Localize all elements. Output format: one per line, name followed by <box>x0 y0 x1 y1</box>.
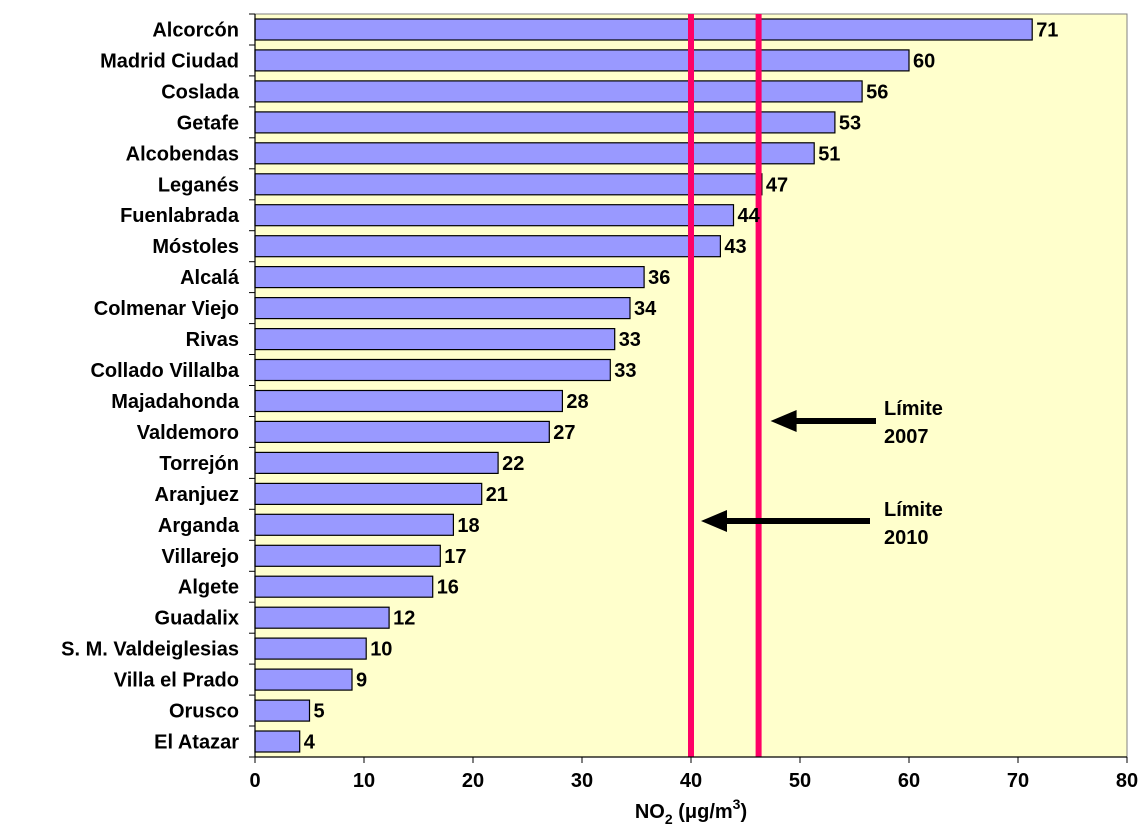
value-label: 27 <box>553 422 575 444</box>
value-label: 60 <box>913 50 935 72</box>
arrow-head-icon <box>701 510 727 532</box>
x-axis-title-sup: 3 <box>733 796 741 812</box>
value-label: 33 <box>614 360 636 382</box>
value-label: 18 <box>457 515 479 537</box>
value-label: 16 <box>437 577 459 599</box>
value-label: 21 <box>486 484 508 506</box>
bar <box>254 235 721 258</box>
category-label: Villa el Prado <box>114 670 239 692</box>
bar <box>254 204 735 227</box>
category-label: Guadalix <box>155 608 239 630</box>
category-label: Algete <box>178 577 239 599</box>
category-label: Madrid Ciudad <box>100 50 239 72</box>
bar <box>254 80 863 103</box>
bar <box>254 699 311 722</box>
bar <box>254 173 763 196</box>
bar <box>254 266 645 289</box>
category-label: El Atazar <box>154 732 239 754</box>
bar <box>254 482 483 505</box>
category-label: Rivas <box>186 329 239 351</box>
value-label: 56 <box>866 81 888 103</box>
bar <box>254 668 353 691</box>
value-label: 12 <box>393 608 415 630</box>
category-label: Orusco <box>169 701 239 723</box>
category-label: Leganés <box>158 174 239 196</box>
bar <box>254 18 1033 41</box>
arrow-head-icon <box>770 410 797 432</box>
bar <box>254 420 550 443</box>
bar <box>254 451 499 474</box>
x-tick-label: 40 <box>680 770 702 792</box>
x-tick-label: 10 <box>353 770 375 792</box>
category-label: Móstoles <box>152 236 239 258</box>
value-label: 28 <box>566 391 588 413</box>
bar <box>254 544 441 567</box>
category-label: Coslada <box>161 81 240 103</box>
value-label: 44 <box>738 205 761 227</box>
value-label: 9 <box>356 670 367 692</box>
value-label: 71 <box>1036 20 1058 42</box>
value-label: 10 <box>370 639 392 661</box>
x-axis-title-unit: (μg/m <box>673 801 733 823</box>
value-label: 22 <box>502 453 524 475</box>
annotations-layer: Límite 2007 Límite 2010 <box>701 398 943 549</box>
category-label: S. M. Valdeiglesias <box>61 639 239 661</box>
x-axis-title-sub: 2 <box>665 811 673 827</box>
x-tick-label: 70 <box>1007 770 1029 792</box>
bar <box>254 637 367 660</box>
category-label: Valdemoro <box>137 422 239 444</box>
bar <box>254 49 910 72</box>
value-label: 5 <box>314 701 325 723</box>
x-axis-title-close: ) <box>740 801 747 823</box>
value-label: 43 <box>724 236 746 258</box>
x-tick-label: 50 <box>789 770 811 792</box>
category-label: Villarejo <box>162 546 239 568</box>
category-label: Arganda <box>158 515 240 537</box>
category-label: Alcobendas <box>126 143 239 165</box>
value-label: 47 <box>766 174 788 196</box>
limit-lines-layer <box>688 14 762 757</box>
category-label: Aranjuez <box>155 484 239 506</box>
value-label: 4 <box>304 732 316 754</box>
x-axis-title: NO2 (μg/m3) <box>635 796 747 827</box>
category-label: Fuenlabrada <box>120 205 240 227</box>
bar <box>254 142 815 165</box>
bar <box>254 111 836 134</box>
x-tick-label: 30 <box>571 770 593 792</box>
category-label: Collado Villalba <box>90 360 239 382</box>
bar <box>254 389 563 413</box>
category-label: Majadahonda <box>111 391 240 413</box>
limit-label-line2: 2010 <box>884 527 929 549</box>
value-label: 17 <box>444 546 466 568</box>
limit-label-line2: 2007 <box>884 426 929 448</box>
value-label: 34 <box>634 298 657 320</box>
x-tick-label: 60 <box>898 770 920 792</box>
bar <box>254 730 301 753</box>
labels-layer: Alcorcón 71 Madrid Ciudad 60 Coslada 56 Getafe… <box>61 20 1058 754</box>
bar <box>254 513 454 536</box>
value-label: 33 <box>619 329 641 351</box>
category-label: Colmenar Viejo <box>94 298 239 320</box>
value-label: 36 <box>648 267 670 289</box>
x-tick-label: 20 <box>462 770 484 792</box>
category-label: Getafe <box>177 112 239 134</box>
bars-layer <box>254 18 1033 753</box>
bar <box>254 606 390 629</box>
x-tick-label: 0 <box>249 770 260 792</box>
category-label: Alcorcón <box>152 20 239 42</box>
bar <box>254 358 611 382</box>
value-label: 53 <box>839 112 861 134</box>
limit-label-line1: Límite <box>884 398 943 420</box>
bar <box>254 328 616 351</box>
bar <box>254 297 631 320</box>
category-label: Alcalá <box>180 267 240 289</box>
x-tick-label: 80 <box>1116 770 1138 792</box>
axes-layer: 0 10 20 30 40 50 60 70 80 <box>249 13 1138 792</box>
bar <box>254 575 434 598</box>
limit-label-line1: Límite <box>884 499 943 521</box>
x-axis-title-main: NO <box>635 801 665 823</box>
category-label: Torrejón <box>159 453 239 475</box>
value-label: 51 <box>818 143 840 165</box>
